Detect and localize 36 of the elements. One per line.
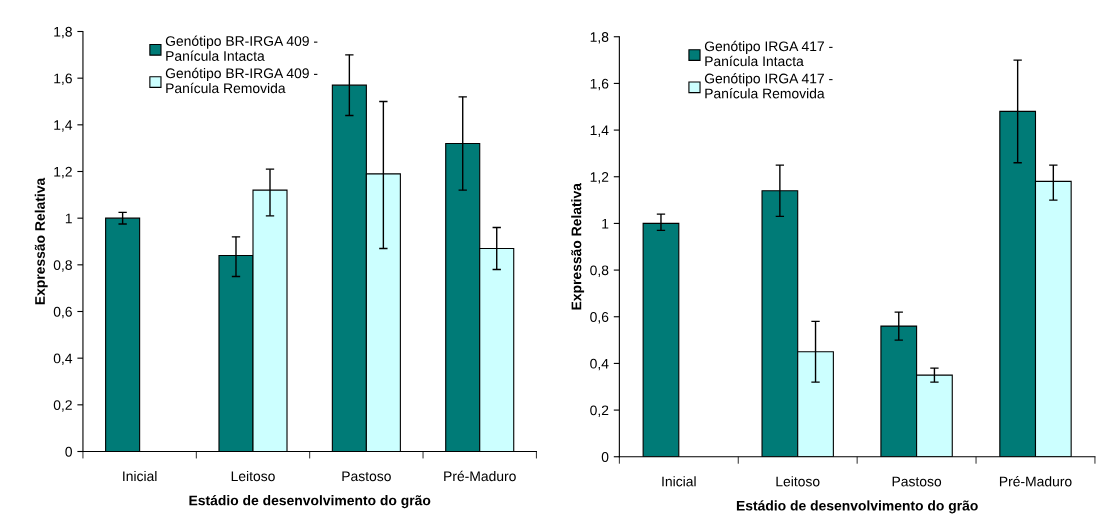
x-axis-title: Estádio de desenvolvimento do grão [736, 500, 978, 514]
y-tick-label: 0,6 [53, 306, 72, 319]
y-tick-label: 1 [65, 213, 72, 224]
y-tick-label: 1,4 [590, 125, 609, 137]
x-tick-label: Inicial [662, 476, 696, 487]
y-tick-label: 0,2 [53, 400, 72, 412]
y-tick-label: 1,6 [54, 73, 72, 85]
x-tick-label: Pré-Maduro [999, 476, 1072, 487]
y-tick-label: 0,8 [53, 260, 72, 272]
y-tick-label: 0,4 [590, 358, 609, 371]
x-tick-label: Pastoso [342, 471, 391, 482]
legend-label: Genótipo IRGA 417 - Panícula Removida [704, 73, 833, 99]
y-tick-label: 0,2 [590, 405, 609, 417]
y-tick-label: 1,2 [590, 172, 609, 184]
y-tick-label: 0,4 [53, 353, 73, 365]
x-axis-title: Estádio de desenvolvimento do grão [189, 495, 431, 509]
x-tick-label: Inicial [123, 470, 157, 482]
y-axis-title: Expressão Relativa [34, 177, 48, 305]
y-tick-label: 0,6 [590, 312, 609, 324]
y-tick-label: 1 [602, 218, 609, 229]
y-tick-label: 0 [65, 446, 72, 457]
x-tick-label: Leitoso [776, 476, 820, 487]
legend-label: Genótipo BR-IRGA 409 - Panícula Removida [165, 67, 318, 94]
y-tick-label: 0,8 [590, 265, 609, 277]
y-tick-label: 1,8 [590, 32, 609, 44]
x-tick-label: Pastoso [892, 476, 942, 487]
y-tick-label: 1,2 [54, 166, 72, 179]
x-tick-label: Pré-Maduro [444, 470, 516, 482]
legend-label: Genótipo BR-IRGA 409 - Panícula Intacta [165, 35, 318, 61]
y-tick-label: 0 [601, 452, 609, 462]
x-tick-label: Leitoso [231, 470, 275, 482]
y-tick-label: 1,6 [590, 78, 609, 91]
y-tick-label: 1,8 [54, 26, 72, 39]
y-axis-title: Expressão Relativa [571, 182, 585, 310]
legend-label: Genótipo IRGA 417 - Panícula Intacta [704, 40, 833, 67]
y-tick-label: 1,4 [54, 120, 73, 132]
